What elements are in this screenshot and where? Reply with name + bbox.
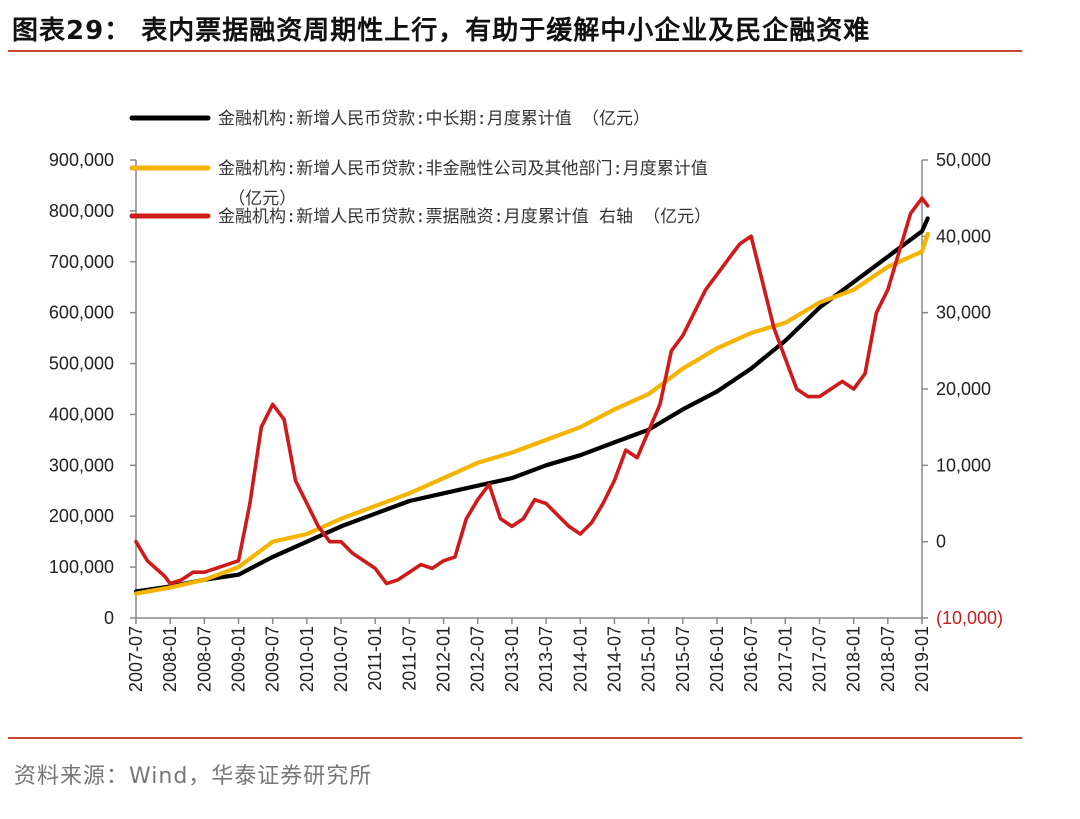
right-tick-label: 0 [936, 532, 946, 552]
x-tick-label: 2019-01 [912, 626, 932, 692]
left-tick-label: 400,000 [49, 404, 114, 424]
series-line-2 [133, 231, 930, 596]
title-divider [8, 50, 1022, 52]
legend: 金融机构:新增人民币贷款:中长期:月度累计值 （亿元） 金融机构:新增人民币贷款:… [129, 109, 711, 227]
series-lines [133, 196, 930, 596]
x-tick-label: 2010-07 [331, 626, 351, 692]
x-tick-label: 2010-01 [297, 626, 317, 692]
x-tick-label: 2011-01 [365, 626, 385, 691]
legend-label-2: （亿元） [218, 189, 296, 209]
legend-label-1: 金融机构:新增人民币贷款:中长期:月度累计值 （亿元） [218, 109, 650, 129]
x-tick-label: 2007-07 [126, 626, 146, 692]
x-tick-label: 2012-07 [468, 626, 488, 692]
left-tick-label: 200,000 [49, 506, 114, 526]
series-line-1 [133, 216, 930, 594]
x-tick-label: 2015-07 [673, 626, 693, 692]
left-tick-label: 900,000 [49, 150, 114, 170]
x-tick-label: 2011-07 [399, 626, 419, 691]
left-tick-label: 600,000 [49, 303, 114, 323]
x-tick-label: 2013-07 [536, 626, 556, 692]
left-tick-label: 500,000 [49, 354, 114, 374]
x-tick-label: 2013-01 [502, 626, 522, 692]
legend-label-3: 金融机构:新增人民币贷款:票据融资:月度累计值 右轴 （亿元） [218, 207, 711, 227]
x-tick-label: 2012-01 [434, 626, 454, 692]
x-tick-label: 2014-01 [570, 626, 590, 692]
x-tick-label: 2008-01 [160, 626, 180, 692]
chart-title: 图表29： 表内票据融资周期性上行，有助于缓解中小企业及民企融资难 [12, 16, 871, 46]
left-tick-label: 0 [104, 608, 114, 628]
right-tick-label: 20,000 [936, 379, 991, 399]
axes: 900,000 800,000 700,000 600,000 500,000 400,0… [49, 150, 1003, 692]
x-tick-label: 2017-01 [775, 626, 795, 692]
left-tick-label: 100,000 [49, 557, 114, 577]
x-tick-label: 2016-01 [707, 626, 727, 692]
left-tick-label: 300,000 [49, 455, 114, 475]
left-tick-label: 800,000 [49, 201, 114, 221]
right-tick-label: 50,000 [936, 150, 991, 170]
legend-label-2: 金融机构:新增人民币贷款:非金融性公司及其他部门:月度累计值 [218, 159, 708, 179]
source-divider [8, 737, 1022, 739]
x-tick-label: 2017-07 [809, 626, 829, 692]
x-tick-label: 2009-07 [263, 626, 283, 692]
x-tick-label: 2016-07 [741, 626, 761, 692]
x-tick-label: 2009-01 [229, 626, 249, 692]
right-tick-label: 30,000 [936, 303, 991, 323]
x-tick-label: 2018-07 [878, 626, 898, 692]
right-tick-label: 10,000 [936, 455, 991, 475]
series-line-3 [134, 196, 930, 586]
right-tick-label: 40,000 [936, 226, 991, 246]
left-tick-label: 700,000 [49, 252, 114, 272]
x-tick-label: 2015-01 [639, 626, 659, 692]
x-tick-label: 2014-07 [604, 626, 624, 692]
x-tick-label: 2008-07 [194, 626, 214, 692]
x-tick-label: 2018-01 [844, 626, 864, 692]
right-tick-label: (10,000) [936, 608, 1003, 628]
source-note: 资料来源：Wind，华泰证券研究所 [14, 764, 373, 789]
